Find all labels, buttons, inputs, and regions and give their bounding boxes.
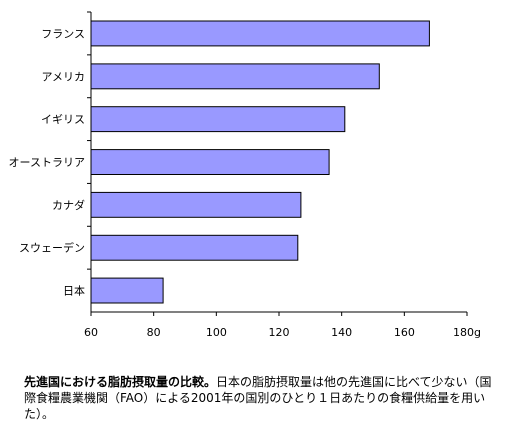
category-label: オーストラリア [9, 156, 85, 169]
x-tick-label: 160 [394, 326, 415, 339]
x-tick-label: 60 [84, 326, 98, 339]
bars-group [90, 20, 430, 304]
caption-title: 先進国における脂肪摂取量の比較。 [24, 375, 217, 389]
x-axis [87, 11, 468, 316]
x-tick-label: 100 [206, 326, 227, 339]
x-tick-labels: 60 80 100 120 140 160 180g [84, 326, 481, 339]
bar-5 [90, 234, 299, 261]
bar-0 [90, 20, 430, 47]
bar-3 [90, 149, 330, 176]
category-label: 日本 [63, 284, 85, 298]
x-tick-label: 140 [331, 326, 352, 339]
bar-4 [90, 191, 302, 218]
category-label: カナダ [52, 198, 85, 212]
figure-caption: 先進国における脂肪摂取量の比較。日本の脂肪摂取量は他の先進国に比べて少ない（国際… [24, 374, 498, 422]
bar-6 [90, 277, 164, 304]
x-tick-label: 120 [269, 326, 290, 339]
bar-2 [90, 106, 346, 133]
category-label: スウェーデン [19, 241, 85, 255]
bar-1 [90, 63, 380, 90]
x-tick-label: 80 [147, 326, 161, 339]
category-label: イギリス [41, 113, 85, 126]
category-label: アメリカ [42, 70, 85, 83]
caption-text: 日本の脂肪摂取量は他の先進国に比べて少ない（国際食糧農業機関（FAO）による20… [24, 375, 492, 421]
category-label: フランス [41, 27, 85, 40]
x-tick-label: 180g [453, 326, 481, 339]
